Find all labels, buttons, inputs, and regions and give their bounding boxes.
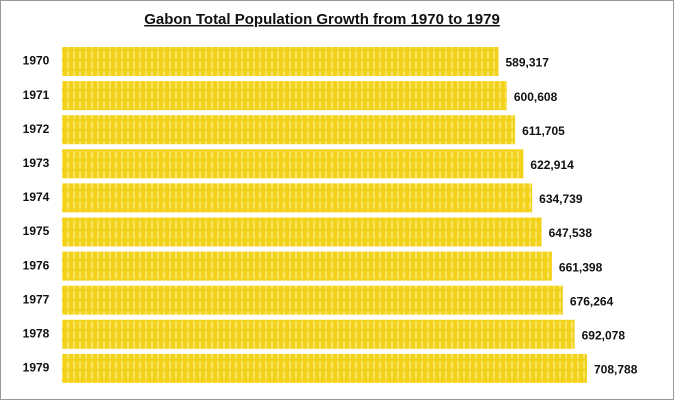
value-label: 589,317 (506, 56, 550, 70)
bar-texture (62, 183, 533, 213)
value-label: 661,398 (559, 260, 603, 274)
bar-texture (62, 319, 575, 349)
bar-texture (62, 217, 542, 247)
y-tick-label: 1976 (23, 258, 50, 272)
y-tick-label: 1978 (23, 326, 50, 340)
y-tick-label: 1975 (23, 224, 50, 238)
value-label: 676,264 (570, 294, 614, 308)
value-label: 708,788 (594, 363, 638, 377)
bar-texture (62, 47, 499, 76)
bar-texture (62, 353, 587, 383)
chart-title: Gabon Total Population Growth from 1970 … (144, 11, 500, 28)
y-tick-label: 1973 (23, 156, 50, 170)
y-tick-label: 1974 (23, 190, 50, 204)
bar-texture (62, 149, 524, 179)
y-tick-label: 1971 (23, 88, 50, 102)
value-label: 611,705 (522, 124, 565, 138)
value-label: 622,914 (530, 158, 574, 172)
y-tick-label: 1977 (23, 292, 50, 306)
bar-texture (62, 285, 563, 315)
value-label: 600,608 (514, 90, 558, 104)
bar-texture (62, 251, 552, 281)
y-tick-label: 1970 (23, 54, 50, 68)
bar-texture (62, 81, 507, 111)
y-tick-label: 1979 (23, 361, 50, 375)
value-label: 634,739 (539, 192, 583, 206)
bar-texture (62, 115, 516, 145)
value-label: 647,538 (549, 226, 593, 240)
y-tick-label: 1972 (23, 122, 50, 136)
value-label: 692,078 (582, 328, 626, 342)
